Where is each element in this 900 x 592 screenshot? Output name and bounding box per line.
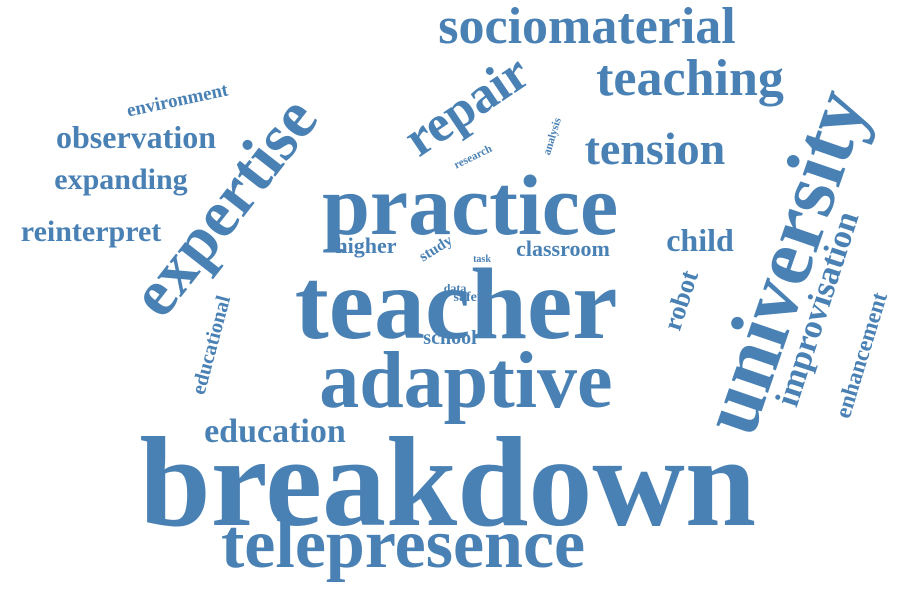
word-enhancement: enhancement (829, 288, 892, 421)
word-robot: robot (657, 266, 705, 334)
word-reinterpret: reinterpret (20, 215, 162, 248)
word-teaching: teaching (596, 50, 784, 107)
word-tension: tension (584, 123, 726, 174)
word-safety: safety (453, 290, 489, 305)
word-analysis: analysis (541, 116, 564, 157)
word-repair: repair (393, 43, 540, 168)
word-child: child (666, 222, 734, 258)
word-adaptive: adaptive (319, 337, 613, 425)
word-higher: higher (335, 233, 397, 258)
word-education: education (204, 413, 346, 450)
word-observation: observation (56, 119, 216, 155)
word-task: task (473, 254, 491, 265)
word-environment: environment (124, 79, 230, 121)
word-sociomaterial: sociomaterial (438, 0, 736, 55)
word-telepresence: telepresence (221, 506, 586, 583)
word-classroom: classroom (516, 236, 610, 261)
word-breakdown: breakdown (139, 411, 757, 553)
word-data: data (443, 281, 467, 295)
word-educational: educational (188, 293, 236, 397)
word-teacher: teacher (294, 248, 618, 361)
word-school: school (423, 327, 477, 349)
word-practice: practice (322, 157, 619, 253)
word-expanding: expanding (54, 163, 188, 196)
